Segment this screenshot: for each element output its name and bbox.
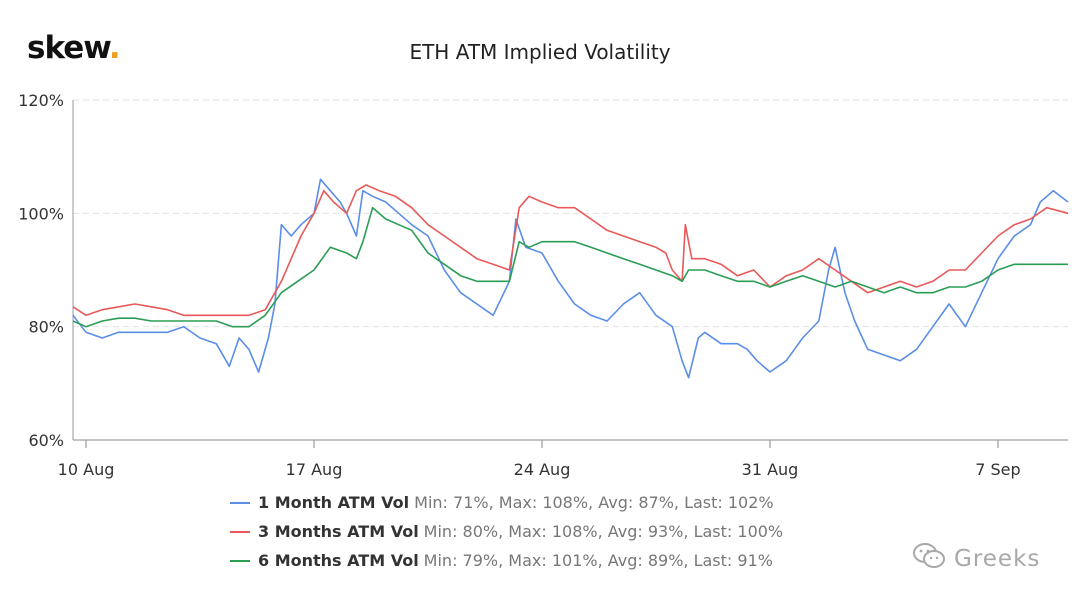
legend-swatch-3-months (230, 530, 250, 533)
series-line-3 (72, 206, 1068, 328)
skew-logo: skew. (27, 30, 121, 66)
legend-stats-3-months: Min: 80%, Max: 108%, Avg: 93%, Last: 100… (423, 522, 784, 541)
watermark-text: Greeks (954, 546, 1041, 572)
legend-stats-1-month: Min: 71%, Max: 108%, Avg: 87%, Last: 102… (414, 493, 774, 512)
y-tick-label: 120% (18, 91, 64, 110)
y-tick-label: 100% (18, 204, 64, 223)
legend-swatch-6-months (230, 559, 250, 562)
legend-swatch-1-month (230, 501, 250, 504)
series-line-1 (72, 178, 1069, 379)
x-tick-label: 17 Aug (286, 460, 343, 479)
wechat-icon (912, 541, 946, 577)
legend-label-3-months: 3 Months ATM Vol (258, 522, 419, 541)
x-tick-label: 7 Sep (975, 460, 1020, 479)
legend-stats-6-months: Min: 79%, Max: 101%, Avg: 89%, Last: 91% (423, 551, 773, 570)
x-tick-label: 24 Aug (514, 460, 571, 479)
chart-legend: 1 Month ATM Vol Min: 71%, Max: 108%, Avg… (230, 488, 783, 575)
legend-item-3-months[interactable]: 3 Months ATM Vol Min: 80%, Max: 108%, Av… (230, 517, 783, 546)
y-tick-label: 80% (28, 318, 64, 337)
legend-label-1-month: 1 Month ATM Vol (258, 493, 410, 512)
legend-item-6-months[interactable]: 6 Months ATM Vol Min: 79%, Max: 101%, Av… (230, 546, 783, 575)
legend-label-6-months: 6 Months ATM Vol (258, 551, 419, 570)
chart-title: ETH ATM Implied Volatility (409, 40, 671, 64)
y-tick-label: 60% (28, 431, 64, 450)
watermark: Greeks (912, 541, 1040, 577)
series-line-2 (72, 184, 1069, 317)
x-tick-label: 31 Aug (742, 460, 799, 479)
legend-item-1-month[interactable]: 1 Month ATM Vol Min: 71%, Max: 108%, Avg… (230, 488, 783, 517)
x-tick-label: 10 Aug (58, 460, 115, 479)
